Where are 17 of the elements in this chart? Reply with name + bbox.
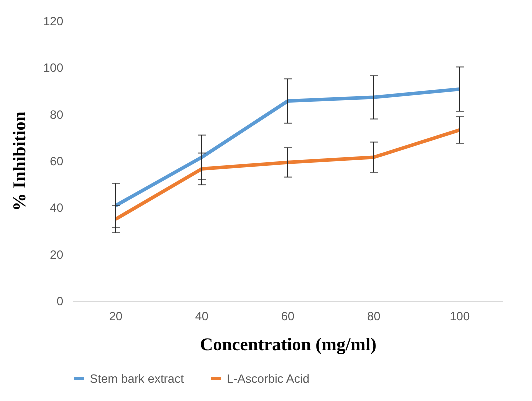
y-axis-title: % Inhibition (9, 112, 30, 212)
x-tick-label: 20 (109, 310, 123, 324)
y-tick-label: 0 (56, 294, 64, 308)
y-tick-label: 60 (50, 154, 64, 168)
y-tick-label: 120 (43, 14, 64, 28)
x-axis-title: Concentration (mg/ml) (200, 334, 377, 354)
legend-label: L-Ascorbic Acid (227, 372, 310, 386)
line-series (114, 128, 462, 222)
y-tick-label: 80 (50, 108, 64, 122)
y-tick-label: 100 (43, 61, 64, 76)
y-tick-label: 20 (50, 248, 64, 262)
x-tick-label: 100 (450, 310, 470, 324)
y-tick-label: 40 (50, 201, 64, 216)
x-tick-label: 60 (281, 310, 295, 324)
x-tick-label: 80 (367, 310, 381, 324)
legend-label: Stem bark extract (90, 372, 185, 386)
x-tick-label: 40 (195, 310, 209, 324)
